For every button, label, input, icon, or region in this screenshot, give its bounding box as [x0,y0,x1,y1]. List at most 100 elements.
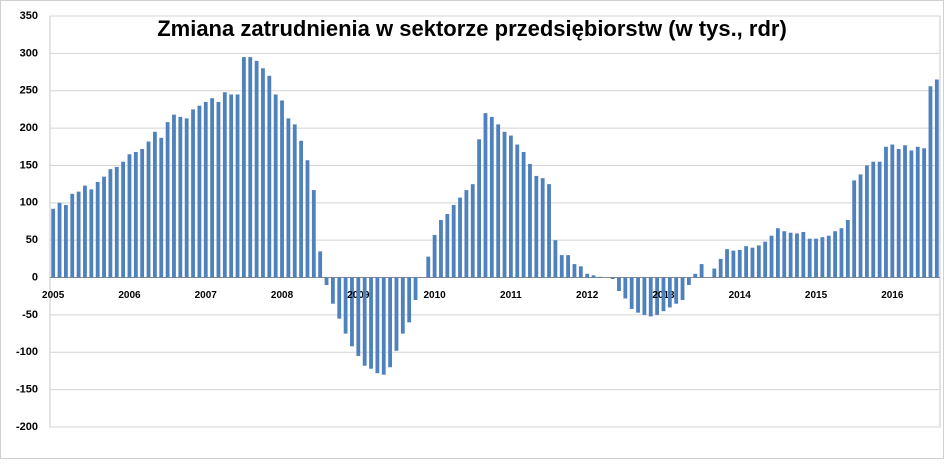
bar [229,94,234,278]
bar [515,144,520,278]
x-tick-label: 2006 [118,290,141,301]
bar [152,131,157,278]
bar [890,144,895,278]
y-tick-label: 50 [26,234,38,246]
bar [826,235,831,278]
x-tick-label: 2007 [195,290,218,301]
bar [254,60,259,278]
bar [108,169,113,278]
bar [502,131,507,278]
bar [896,149,901,278]
bar [146,141,151,278]
bar [63,205,68,278]
bar [636,277,640,313]
bar [585,273,590,278]
y-tick-label: -150 [16,384,38,396]
bar [140,149,145,278]
bar [165,122,170,278]
bar [693,273,698,278]
bar [534,175,539,278]
bar [324,277,329,286]
bar [915,146,920,278]
bar [553,240,558,278]
bar [439,220,443,278]
bar [184,118,189,278]
bar [464,190,469,278]
bar [839,228,844,278]
x-tick-label: 2014 [729,290,752,301]
bar [470,184,475,278]
bar [686,277,691,286]
bar [432,234,437,278]
bar [744,246,749,278]
bar [852,180,857,278]
bar [178,116,183,278]
bar [928,86,933,278]
bar [483,113,488,278]
bar [133,152,138,278]
bar [159,137,164,278]
bar [51,208,56,278]
bar [280,100,284,278]
bar [76,191,81,278]
bar [597,276,602,278]
bar [884,146,888,278]
x-tick-label: 2011 [500,290,522,301]
bar [121,161,126,278]
bar [305,160,310,278]
bar [216,101,221,278]
bar [617,277,621,291]
bar [172,114,176,278]
bar [572,264,577,278]
bar [731,250,736,278]
bar [655,277,660,315]
bar [903,145,907,278]
bar [394,277,399,351]
bar [559,255,564,278]
bar [343,277,348,334]
bar [451,205,456,278]
bar [845,220,850,278]
bar [547,184,551,278]
bar [222,92,227,278]
bar [350,277,354,347]
bar [362,277,367,366]
bar [400,277,405,334]
bar [807,238,812,278]
bar [782,231,787,278]
y-tick-label: 350 [20,10,38,22]
bar [388,277,393,368]
y-tick-label: 300 [20,47,38,59]
bar [489,116,494,278]
x-tick-label: 2015 [805,290,828,301]
bar [369,277,373,369]
bar [934,79,939,278]
bar [795,233,799,278]
bar [642,277,647,315]
bar [197,105,202,278]
bar [413,277,418,300]
bar [648,277,653,317]
bar [769,235,774,278]
bar [750,247,755,278]
bar [623,277,628,299]
bar [330,277,335,304]
bar [102,176,106,278]
bar [528,163,532,278]
bar [629,277,634,309]
bar [426,256,431,278]
bar [699,264,704,278]
bar [667,277,672,308]
bar [83,185,87,278]
bar [203,101,208,278]
bar [814,238,818,278]
bar [235,94,240,278]
bar [292,124,297,278]
bar [756,245,761,278]
y-tick-label: 150 [20,159,38,171]
x-tick-label: 2010 [423,290,446,301]
bar [763,241,768,278]
bar [496,124,501,278]
bar [210,98,215,278]
bar [578,266,583,278]
